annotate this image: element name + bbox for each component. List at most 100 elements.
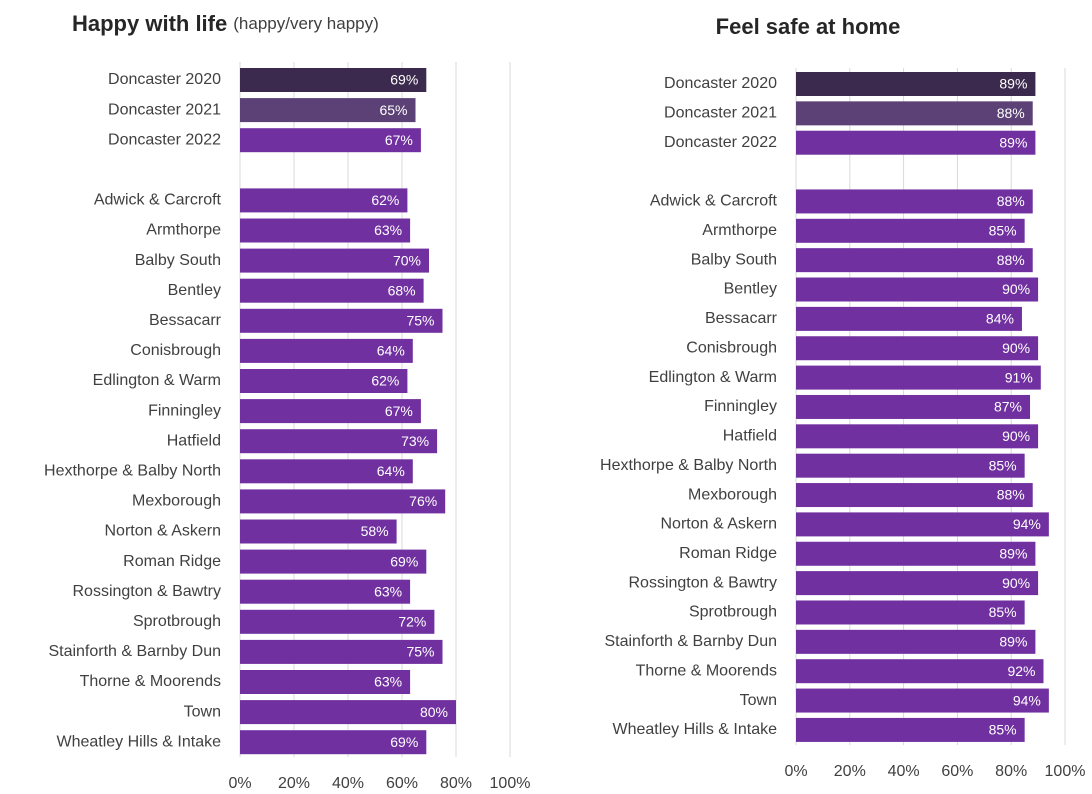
bar <box>240 700 456 725</box>
bar <box>796 277 1039 302</box>
bar <box>796 72 1036 96</box>
y-tick-label: Doncaster 2020 <box>664 75 777 92</box>
bar <box>796 600 1025 625</box>
chart-title: Happy with life (happy/very happy) <box>72 11 379 36</box>
bar <box>240 639 443 664</box>
x-tick-label: 80% <box>995 763 1027 780</box>
value-label: 65% <box>379 102 407 118</box>
y-tick-label: Mexborough <box>688 486 777 503</box>
y-tick-label: Adwick & Carcroft <box>94 192 222 209</box>
bar <box>240 730 427 755</box>
bar <box>796 336 1039 361</box>
value-label: 85% <box>989 604 1017 620</box>
bar <box>796 130 1036 155</box>
x-tick-label: 40% <box>332 775 364 792</box>
y-tick-label: Doncaster 2022 <box>108 131 221 148</box>
value-label: 69% <box>390 734 418 750</box>
bar <box>796 189 1033 214</box>
y-tick-label: Roman Ridge <box>679 545 777 562</box>
value-label: 87% <box>994 399 1022 415</box>
bar <box>240 489 446 514</box>
y-tick-label: Stainforth & Barnby Dun <box>48 643 221 660</box>
bar <box>796 571 1039 596</box>
bar <box>796 717 1025 742</box>
bar <box>240 399 421 424</box>
bar <box>240 549 427 574</box>
title: Happy with life <box>72 11 227 36</box>
bar <box>796 483 1033 508</box>
y-tick-label: Bentley <box>724 281 777 298</box>
x-tick-label: 100% <box>1045 763 1086 780</box>
bar <box>240 218 411 243</box>
value-label: 94% <box>1013 516 1041 532</box>
y-tick-label: Bessacarr <box>149 312 222 329</box>
bar <box>240 248 429 273</box>
bar <box>240 609 435 634</box>
x-tick-label: 0% <box>784 763 807 780</box>
value-label: 64% <box>377 463 405 479</box>
y-tick-label: Hatfield <box>723 428 777 445</box>
y-tick-label: Doncaster 2022 <box>664 134 777 151</box>
y-tick-label: Rossington & Bawtry <box>628 574 777 591</box>
y-tick-label: Balby South <box>135 252 221 269</box>
y-tick-label: Hexthorpe & Balby North <box>600 457 777 474</box>
value-label: 88% <box>997 193 1025 209</box>
y-tick-label: Bentley <box>168 282 221 299</box>
value-label: 58% <box>361 523 389 539</box>
y-tick-label: Hexthorpe & Balby North <box>44 463 221 480</box>
value-label: 67% <box>385 403 413 419</box>
bar <box>240 188 408 213</box>
value-label: 73% <box>401 433 429 449</box>
bar <box>796 365 1041 390</box>
value-label: 80% <box>420 704 448 720</box>
bar <box>240 68 427 92</box>
x-tick-label: 20% <box>834 763 866 780</box>
bar <box>796 512 1049 537</box>
value-label: 90% <box>1002 575 1030 591</box>
value-label: 64% <box>377 343 405 359</box>
subtitle: (happy/very happy) <box>233 14 379 33</box>
value-label: 88% <box>997 105 1025 121</box>
y-tick-label: Rossington & Bawtry <box>72 583 221 600</box>
value-label: 89% <box>999 76 1027 92</box>
bar <box>796 394 1031 419</box>
value-label: 88% <box>997 487 1025 503</box>
bar <box>796 101 1033 126</box>
bar <box>796 629 1036 654</box>
y-tick-label: Edlington & Warm <box>649 369 777 386</box>
value-label: 85% <box>989 722 1017 738</box>
value-label: 72% <box>398 614 426 630</box>
y-tick-label: Mexborough <box>132 493 221 510</box>
value-label: 70% <box>393 252 421 268</box>
bar <box>796 424 1039 449</box>
bar <box>240 670 411 694</box>
y-tick-label: Stainforth & Barnby Dun <box>604 633 777 650</box>
bar <box>796 218 1025 243</box>
bar <box>240 369 408 393</box>
bar <box>796 541 1036 566</box>
y-tick-label: Armthorpe <box>702 222 777 239</box>
value-label: 76% <box>409 493 437 509</box>
y-tick-label: Doncaster 2021 <box>108 101 221 118</box>
chart-title: Feel safe at home <box>716 14 901 39</box>
y-tick-label: Finningley <box>704 398 777 415</box>
value-label: 69% <box>390 72 418 88</box>
value-label: 91% <box>1005 369 1033 385</box>
y-tick-label: Balby South <box>691 251 777 268</box>
bar <box>240 128 421 153</box>
bar <box>240 459 413 484</box>
value-label: 85% <box>989 223 1017 239</box>
x-tick-label: 60% <box>386 775 418 792</box>
y-tick-label: Conisbrough <box>130 342 221 359</box>
x-tick-label: 80% <box>440 775 472 792</box>
bar <box>240 338 413 363</box>
bar <box>240 429 438 454</box>
y-tick-label: Adwick & Carcroft <box>650 193 778 210</box>
bar <box>796 659 1044 684</box>
value-label: 89% <box>999 634 1027 650</box>
value-label: 63% <box>374 674 402 690</box>
x-tick-label: 100% <box>490 775 531 792</box>
value-label: 62% <box>371 192 399 208</box>
value-label: 84% <box>986 311 1014 327</box>
